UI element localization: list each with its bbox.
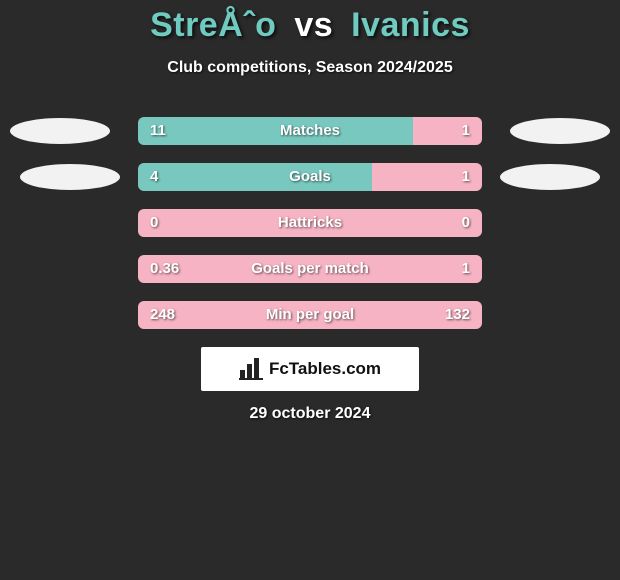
stat-row: 11Matches1	[0, 117, 620, 145]
stat-row: 248Min per goal132	[0, 301, 620, 329]
stat-row: 0.36Goals per match1	[0, 255, 620, 283]
player2-name: Ivanics	[351, 6, 470, 44]
date-text: 29 october 2024	[0, 405, 620, 423]
stat-label: Matches	[138, 117, 482, 145]
source-logo: FcTables.com	[201, 347, 419, 391]
decor-ellipse-left	[20, 164, 120, 190]
source-logo-text: FcTables.com	[269, 359, 381, 379]
stat-label: Goals	[138, 163, 482, 191]
decor-ellipse-left	[10, 118, 110, 144]
stat-value-right: 132	[445, 301, 470, 329]
decor-ellipse-right	[500, 164, 600, 190]
stat-label: Goals per match	[138, 255, 482, 283]
subtitle: Club competitions, Season 2024/2025	[0, 59, 620, 77]
stat-value-right: 1	[462, 163, 470, 191]
page-title: StreÅˆo vs Ivanics	[0, 6, 620, 45]
decor-ellipse-right	[510, 118, 610, 144]
stat-value-right: 0	[462, 209, 470, 237]
stat-value-right: 1	[462, 255, 470, 283]
stat-label: Hattricks	[138, 209, 482, 237]
vs-separator: vs	[294, 6, 333, 44]
stat-rows: 11Matches14Goals10Hattricks00.36Goals pe…	[0, 117, 620, 329]
stat-value-right: 1	[462, 117, 470, 145]
player1-name: StreÅˆo	[150, 6, 276, 44]
stat-label: Min per goal	[138, 301, 482, 329]
stat-row: 4Goals1	[0, 163, 620, 191]
stat-row: 0Hattricks0	[0, 209, 620, 237]
bars-icon	[239, 358, 263, 380]
comparison-card: StreÅˆo vs Ivanics Club competitions, Se…	[0, 0, 620, 580]
